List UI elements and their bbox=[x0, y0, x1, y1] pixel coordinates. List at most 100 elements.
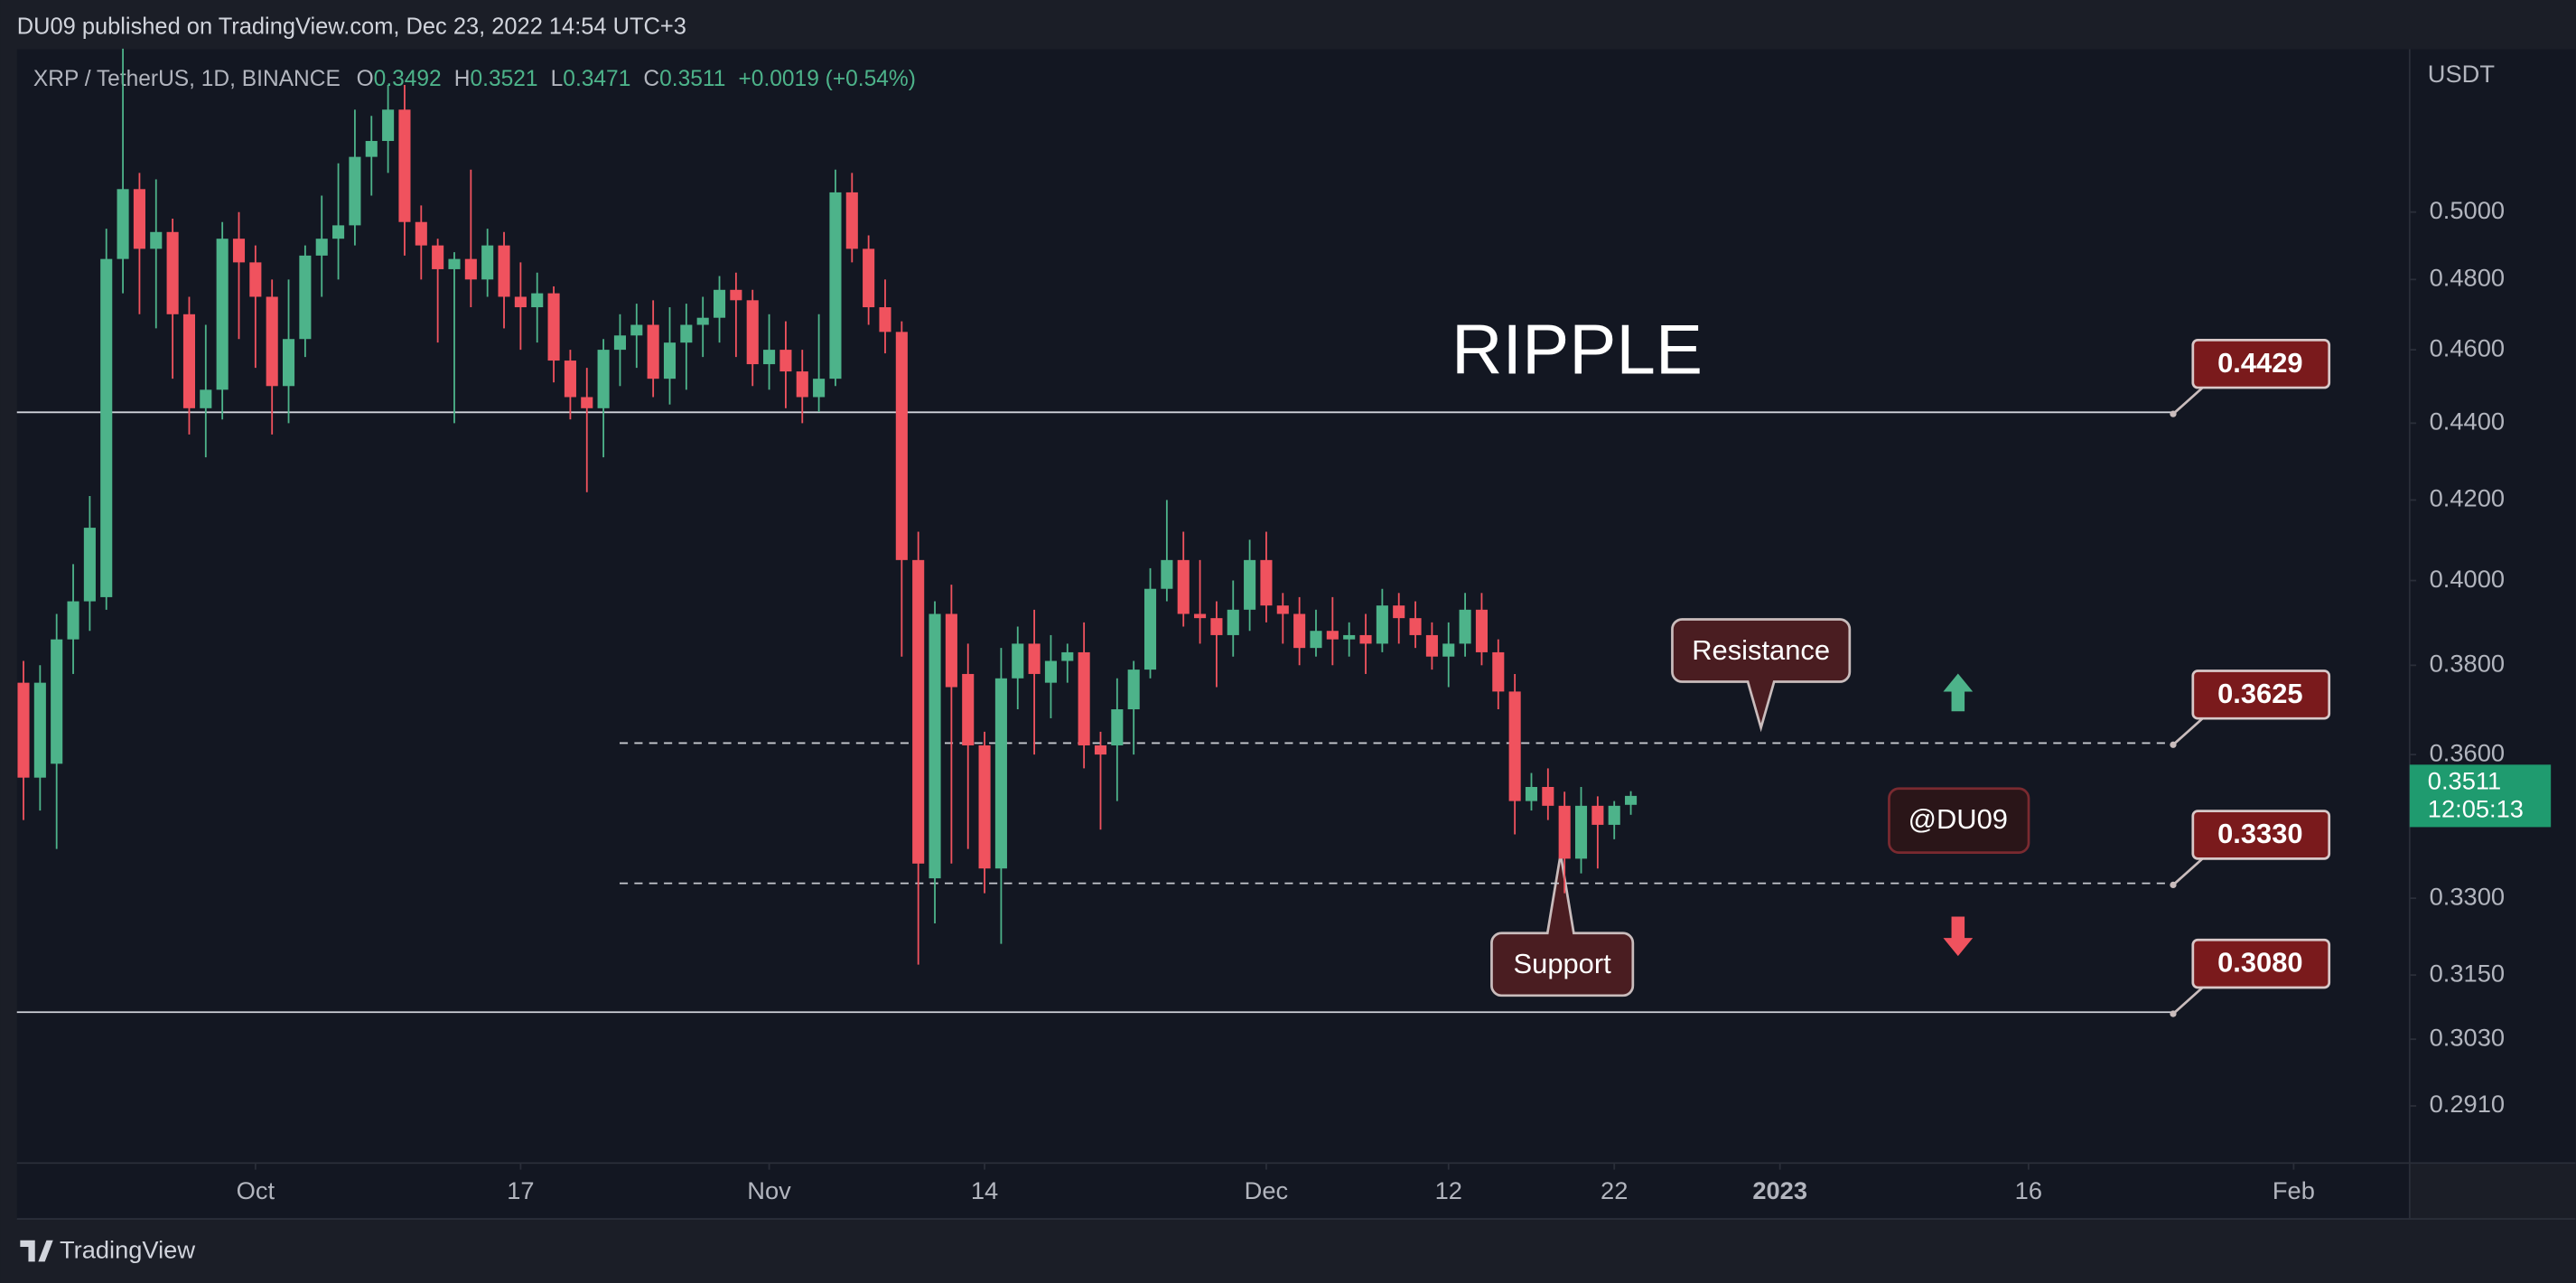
level-label: 0.3625 bbox=[2217, 678, 2302, 709]
candle-body bbox=[1227, 609, 1239, 635]
candle-body bbox=[597, 350, 610, 408]
candle-body bbox=[829, 192, 842, 379]
x-tick-label: Nov bbox=[747, 1176, 791, 1204]
candle-body bbox=[1326, 631, 1339, 640]
candle bbox=[1194, 559, 1207, 644]
logo-mark bbox=[20, 1240, 53, 1262]
candle bbox=[51, 613, 63, 849]
candle bbox=[1127, 660, 1140, 755]
candle-body bbox=[1210, 618, 1223, 635]
candle bbox=[597, 339, 610, 458]
candle-body bbox=[117, 189, 129, 259]
candle-body bbox=[282, 339, 295, 387]
y-tick-label: 0.3800 bbox=[2430, 650, 2505, 678]
level-box bbox=[2191, 810, 2331, 860]
candle-body bbox=[779, 350, 792, 372]
candle bbox=[514, 262, 527, 351]
candle bbox=[33, 665, 46, 811]
candle-body bbox=[1608, 805, 1620, 825]
candle bbox=[133, 173, 145, 314]
candle-body bbox=[481, 245, 494, 280]
signature-text: @DU09 bbox=[1909, 803, 2008, 835]
candle bbox=[845, 173, 858, 263]
candle bbox=[1542, 768, 1554, 820]
candle-body bbox=[813, 379, 826, 398]
candle bbox=[1442, 622, 1455, 688]
candle-body bbox=[1293, 613, 1306, 649]
candle-body bbox=[514, 296, 527, 308]
candle-body bbox=[713, 289, 726, 318]
down-arrow bbox=[1943, 916, 1974, 957]
candle bbox=[1044, 634, 1057, 718]
level-pointer bbox=[2172, 856, 2206, 886]
candle-body bbox=[1542, 787, 1554, 806]
candle bbox=[1343, 622, 1356, 657]
candle bbox=[498, 231, 510, 329]
candle-body bbox=[879, 307, 891, 332]
candle-body bbox=[1177, 559, 1190, 614]
footer-logo: TradingView bbox=[20, 1236, 195, 1264]
candle bbox=[1359, 613, 1372, 674]
y-tick-label: 0.3030 bbox=[2430, 1023, 2505, 1051]
level-box bbox=[2191, 338, 2331, 389]
candle-body bbox=[1525, 787, 1538, 801]
candle-body bbox=[365, 141, 378, 157]
candle-body bbox=[150, 231, 163, 249]
candle-body bbox=[613, 335, 626, 351]
candle-body bbox=[1244, 559, 1256, 610]
candle-body bbox=[1127, 670, 1140, 710]
price-axis bbox=[2409, 49, 2576, 1164]
candle-body bbox=[1508, 691, 1521, 801]
x-tick-label: 14 bbox=[971, 1176, 998, 1204]
candle-body bbox=[1028, 643, 1041, 674]
candle bbox=[1376, 588, 1388, 652]
candle-body bbox=[448, 258, 461, 269]
candle bbox=[1591, 796, 1604, 869]
candle-body bbox=[1591, 805, 1604, 825]
chart-layer: 0.5000 0.4800 0.4600 0.4400 0.4200 0.4000 0.38… bbox=[16, 48, 2552, 1204]
candle-body bbox=[945, 613, 957, 688]
candle-body bbox=[929, 613, 941, 879]
chart-title: RIPPLE bbox=[1451, 309, 1703, 389]
candle bbox=[630, 304, 643, 369]
candle bbox=[1244, 539, 1256, 632]
y-tick-label: 0.4400 bbox=[2430, 407, 2505, 435]
candle bbox=[182, 296, 196, 435]
candle-body bbox=[1260, 559, 1273, 606]
candle-body bbox=[432, 245, 444, 269]
candle bbox=[863, 235, 875, 325]
level-dot bbox=[2170, 741, 2177, 748]
candle bbox=[1028, 609, 1041, 755]
candle bbox=[1508, 673, 1521, 835]
resistance-callout: Resistance bbox=[1671, 618, 1852, 733]
candle bbox=[763, 314, 776, 390]
candle bbox=[1293, 596, 1306, 666]
candle bbox=[481, 229, 494, 297]
current-price: 0.3511 bbox=[2428, 767, 2501, 795]
candle bbox=[1326, 596, 1339, 666]
level-box bbox=[2191, 938, 2331, 989]
candle bbox=[249, 245, 262, 369]
x-tick-label: Feb bbox=[2273, 1176, 2315, 1204]
candle bbox=[315, 195, 328, 297]
time-axis bbox=[16, 1163, 2410, 1220]
x-tick-label: Dec bbox=[1245, 1176, 1289, 1204]
candle-body bbox=[663, 342, 677, 379]
candle-body bbox=[1111, 709, 1124, 745]
candle-body bbox=[680, 324, 693, 343]
current-price-box bbox=[2409, 764, 2552, 828]
candle-body bbox=[1061, 651, 1074, 661]
callout-text: Resistance bbox=[1692, 634, 1830, 666]
candle bbox=[994, 648, 1007, 944]
candle-body bbox=[315, 239, 328, 256]
up-arrow bbox=[1943, 673, 1974, 712]
y-tick-label: 0.3150 bbox=[2430, 959, 2505, 987]
ohlc-value: 0.3492 bbox=[374, 68, 442, 92]
candle bbox=[432, 239, 444, 343]
candle bbox=[829, 169, 842, 387]
callout-box bbox=[1490, 854, 1635, 997]
candle bbox=[581, 368, 593, 492]
candle bbox=[282, 279, 295, 424]
